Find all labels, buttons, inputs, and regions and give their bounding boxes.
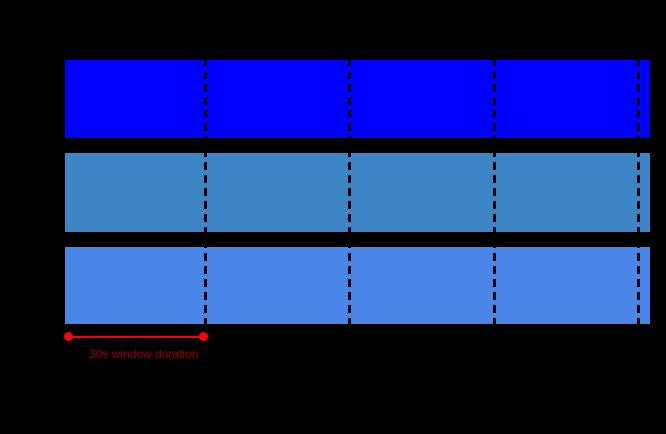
window-boundary-line bbox=[637, 58, 640, 326]
measure-endpoint-right-dot bbox=[199, 332, 208, 341]
window-bar-3 bbox=[65, 247, 650, 324]
measure-endpoint-left-dot bbox=[64, 332, 73, 341]
window-boundary-line bbox=[493, 58, 496, 326]
window-duration-label: 30s window duration bbox=[89, 347, 199, 361]
window-boundary-line bbox=[348, 58, 351, 326]
window-bar-1 bbox=[65, 60, 650, 138]
window-bar-2 bbox=[65, 153, 650, 232]
duration-measure-line bbox=[68, 336, 204, 338]
window-boundary-line bbox=[204, 58, 207, 326]
